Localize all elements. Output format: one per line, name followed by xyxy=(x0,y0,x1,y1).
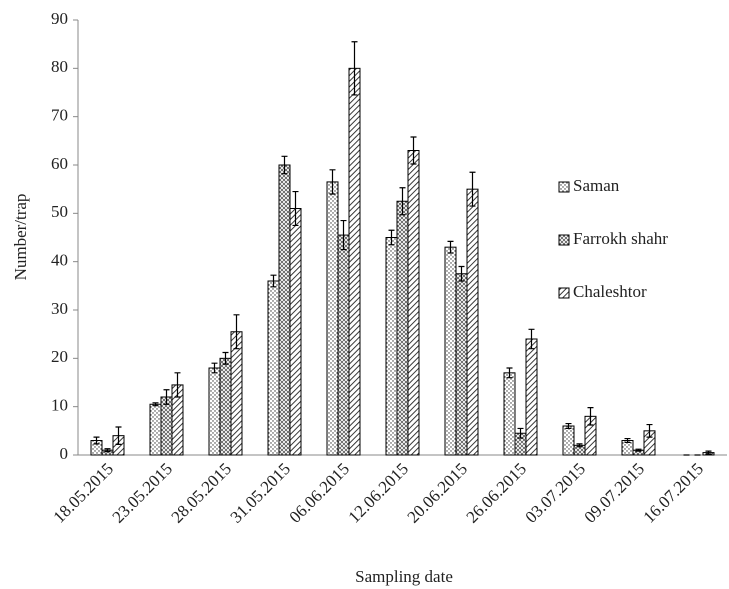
bar xyxy=(348,67,361,456)
error-bar xyxy=(115,426,122,445)
bar xyxy=(562,425,575,456)
error-bar xyxy=(565,422,572,430)
y-tick-label: 0 xyxy=(60,444,69,463)
x-tick-label: 18.05.2015 xyxy=(50,459,118,527)
bar xyxy=(230,331,243,456)
bar xyxy=(160,396,173,456)
x-tick-label: 06.06.2015 xyxy=(286,459,354,527)
legend-label: Saman xyxy=(573,176,620,195)
error-bar xyxy=(351,41,358,96)
y-tick-label: 70 xyxy=(51,106,68,125)
error-bar xyxy=(624,437,631,444)
error-bar xyxy=(410,136,417,165)
bar xyxy=(525,338,538,456)
y-tick-label: 20 xyxy=(51,347,68,366)
y-tick-label: 60 xyxy=(51,154,68,173)
y-tick-label: 10 xyxy=(51,396,68,415)
bar xyxy=(289,208,302,456)
x-tick-label: 16.07.2015 xyxy=(640,459,708,527)
bar xyxy=(385,237,398,456)
error-bar xyxy=(646,423,653,438)
legend-swatch xyxy=(558,287,570,299)
error-bar xyxy=(211,362,218,374)
error-bar xyxy=(292,190,299,227)
x-tick-label: 03.07.2015 xyxy=(522,459,590,527)
error-bar xyxy=(104,448,111,453)
x-tick-label: 28.05.2015 xyxy=(168,459,236,527)
y-tick-label: 30 xyxy=(51,299,68,318)
x-tick-label: 20.06.2015 xyxy=(404,459,472,527)
bar xyxy=(444,246,457,456)
bar xyxy=(396,200,409,456)
error-bar xyxy=(587,407,594,426)
error-bar xyxy=(447,240,454,254)
bar xyxy=(149,403,162,456)
legend-swatch xyxy=(558,234,570,246)
error-bar xyxy=(340,219,347,251)
bar xyxy=(278,164,291,456)
legend-swatch xyxy=(558,181,570,193)
error-bar xyxy=(281,155,288,175)
y-tick-label: 50 xyxy=(51,202,68,221)
x-tick-label: 09.07.2015 xyxy=(581,459,649,527)
error-bar xyxy=(174,372,181,398)
error-bar xyxy=(576,443,583,448)
error-bar xyxy=(528,328,535,350)
y-tick-label: 40 xyxy=(51,251,68,270)
x-tick-label: 31.05.2015 xyxy=(227,459,295,527)
error-bar xyxy=(469,171,476,207)
error-bar xyxy=(270,274,277,288)
y-tick-label: 80 xyxy=(51,57,68,76)
y-tick-label: 90 xyxy=(51,9,68,28)
x-tick-label: 26.06.2015 xyxy=(463,459,531,527)
error-bar xyxy=(705,450,712,455)
error-bar xyxy=(517,427,524,439)
error-bar xyxy=(93,436,100,445)
error-bar xyxy=(222,351,229,365)
bar xyxy=(407,150,420,456)
bar xyxy=(326,181,339,456)
bar xyxy=(503,372,516,456)
error-bar xyxy=(329,169,336,195)
error-bar xyxy=(163,389,170,405)
bar xyxy=(466,188,479,456)
error-bar xyxy=(506,367,513,379)
error-bar xyxy=(233,314,240,350)
bar xyxy=(219,357,232,456)
error-bar xyxy=(152,402,159,407)
error-bar xyxy=(458,265,465,282)
bar xyxy=(267,280,280,456)
y-axis-title: Number/trap xyxy=(11,194,30,281)
error-bar xyxy=(635,448,642,452)
x-tick-label: 23.05.2015 xyxy=(109,459,177,527)
bar xyxy=(208,367,221,456)
x-tick-label: 12.06.2015 xyxy=(345,459,413,527)
bar xyxy=(455,273,468,456)
bar xyxy=(337,234,350,456)
x-axis-title: Sampling date xyxy=(355,567,453,586)
error-bar xyxy=(399,187,406,216)
legend-label: Farrokh shahr xyxy=(573,229,668,248)
error-bar xyxy=(388,229,395,246)
legend-label: Chaleshtor xyxy=(573,282,647,301)
